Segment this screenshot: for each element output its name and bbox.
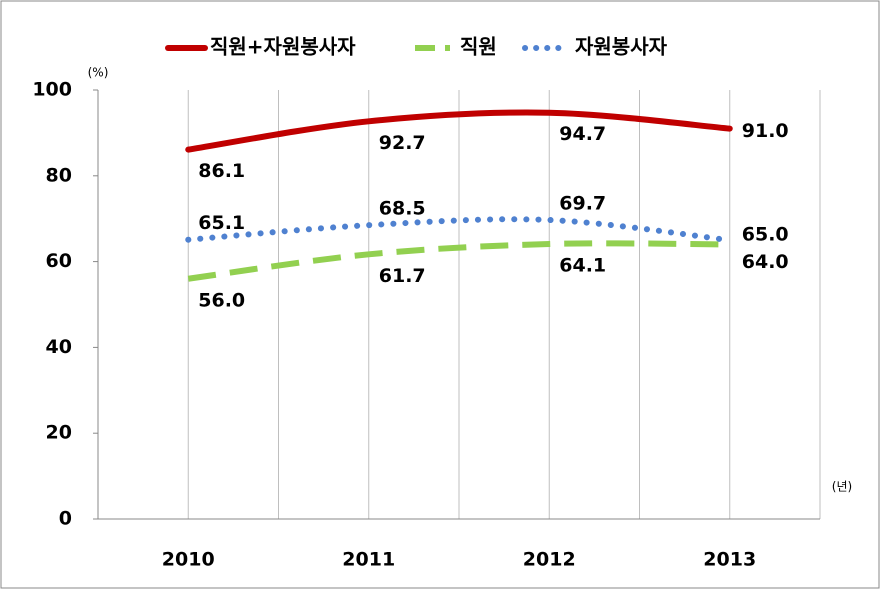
y-unit: (%)	[88, 66, 109, 80]
x-unit: (년)	[832, 480, 852, 494]
data-label: 91.0	[742, 120, 789, 142]
data-label: 94.7	[559, 123, 606, 145]
data-label: 56.0	[198, 289, 245, 311]
data-label: 65.0	[742, 224, 789, 246]
data-label: 68.5	[379, 198, 426, 220]
legend-label: 자원봉사자	[575, 35, 668, 59]
x-tick-label: 2010	[162, 549, 215, 571]
legend-label: 직원	[460, 35, 497, 59]
series-line	[185, 109, 733, 153]
x-tick-label: 2011	[342, 549, 395, 571]
data-label: 64.1	[559, 255, 606, 277]
x-tick-label: 2012	[523, 549, 576, 571]
y-tick-label: 0	[59, 508, 72, 530]
data-label: 64.0	[742, 251, 789, 273]
y-tick-label: 80	[46, 164, 72, 186]
y-tick-label: 20	[46, 422, 72, 444]
y-tick-label: 60	[46, 250, 72, 272]
data-label: 86.1	[198, 160, 245, 182]
legend-label: 직원+자원봉사자	[210, 35, 356, 59]
series-line	[187, 240, 730, 282]
data-label: 61.7	[379, 265, 426, 287]
x-tick-label: 2013	[703, 549, 756, 571]
data-label: 69.7	[559, 192, 606, 214]
y-tick-label: 100	[32, 79, 72, 101]
data-label: 92.7	[379, 132, 426, 154]
data-label: 65.1	[198, 212, 245, 234]
y-tick-label: 40	[46, 336, 72, 358]
